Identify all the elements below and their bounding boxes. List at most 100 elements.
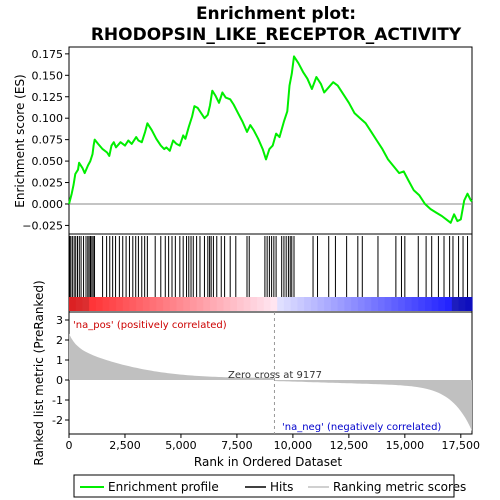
rank-bar-segment <box>304 297 312 311</box>
rank-bar-segment <box>142 297 151 311</box>
rank-bar-segment <box>230 297 238 311</box>
rank-bar-segment <box>458 297 466 311</box>
chart-title-line-1: Enrichment plot: <box>196 4 356 24</box>
rank-bar-segment <box>310 297 319 311</box>
rank-bar-segment <box>317 297 325 311</box>
rank-bar-segment <box>102 297 110 311</box>
es-tick-label: 0.025 <box>32 177 64 190</box>
rank-bar-segment <box>109 297 117 311</box>
es-tick-label: 0.125 <box>32 91 64 104</box>
x-tick-label: 15,000 <box>386 439 425 452</box>
rank-bar-segment <box>438 297 446 311</box>
rank-bar-segment <box>398 297 406 311</box>
x-tick-label: 7,500 <box>221 439 253 452</box>
rank-bar-segment <box>330 297 339 311</box>
rank-bar-segment <box>391 297 399 311</box>
es-y-axis-label: Enrichment score (ES) <box>13 74 27 207</box>
es-tick-label: 0.175 <box>32 48 64 61</box>
metric-tick-label: -2 <box>52 414 63 427</box>
metric-tick-label: 1 <box>56 354 63 367</box>
metric-tick-label: 2 <box>56 334 63 347</box>
rank-bar-segment <box>183 297 191 311</box>
rank-bar-segment <box>136 297 144 311</box>
rank-bar-segment <box>344 297 352 311</box>
rank-bar-segment <box>277 297 285 311</box>
rank-bar-segment <box>203 297 211 311</box>
es-tick-label: 0.100 <box>32 112 64 125</box>
rank-color-bar <box>69 297 473 311</box>
rank-bar-segment <box>257 297 265 311</box>
metric-tick-label: -1 <box>52 394 63 407</box>
rank-bar-segment <box>290 297 298 311</box>
es-tick-label: 0.150 <box>32 69 64 82</box>
es-tick-label: 0.050 <box>32 155 64 168</box>
chart-title-line-2: RHODOPSIN_LIKE_RECEPTOR_ACTIVITY <box>91 25 462 45</box>
es-tick-label: 0.075 <box>32 134 64 147</box>
rank-bar-segment <box>82 297 90 311</box>
legend-label-hits: Hits <box>270 480 293 494</box>
rank-bar-segment <box>236 297 245 311</box>
rank-bar-segment <box>223 297 231 311</box>
rank-bar-segment <box>297 297 305 311</box>
rank-bar-segment <box>89 297 97 311</box>
rank-bar-segment <box>189 297 198 311</box>
es-tick-label: −0.025 <box>22 219 63 232</box>
rank-bar-segment <box>364 297 372 311</box>
x-tick-label: 12,500 <box>330 439 369 452</box>
es-y-axis: −0.025 0.000 0.025 0.050 0.075 0.100 0.125 0.15… <box>22 48 69 232</box>
x-tick-label: 5,000 <box>165 439 197 452</box>
rank-bar-segment <box>445 297 453 311</box>
x-axis: 0 2,500 5,000 7,500 10,000 12,500 15,000 17,500 <box>66 434 481 452</box>
rank-bar-segment <box>371 297 379 311</box>
rank-bar-segment <box>243 297 251 311</box>
rank-bar-segment <box>465 297 473 311</box>
rank-bar-segment <box>176 297 184 311</box>
legend-label-enrichment: Enrichment profile <box>108 480 219 494</box>
x-tick-label: 17,500 <box>442 439 481 452</box>
rank-bar-segment <box>163 297 171 311</box>
rank-bar-segment <box>69 297 77 311</box>
es-tick-label: 0.000 <box>32 198 64 211</box>
rank-bar-segment <box>250 297 258 311</box>
rank-bar-segment <box>95 297 104 311</box>
zero-cross-label: Zero cross at 9177 <box>228 370 322 381</box>
rank-bar-segment <box>129 297 137 311</box>
rank-bar-segment <box>75 297 84 311</box>
enrichment-profile-series <box>68 55 473 224</box>
rank-bar-segment <box>116 297 124 311</box>
ranking-metric-fill <box>69 333 472 431</box>
rank-bar-segment <box>216 297 225 311</box>
rank-bar-segment <box>210 297 218 311</box>
rank-bar-segment <box>337 297 345 311</box>
metric-tick-label: 3 <box>56 314 63 327</box>
rank-bar-segment <box>122 297 131 311</box>
x-tick-label: 0 <box>66 439 73 452</box>
metric-tick-label: 0 <box>56 374 63 387</box>
rank-bar-segment <box>263 297 272 311</box>
positive-correlation-label: 'na_pos' (positively correlated) <box>73 320 227 331</box>
hit-markers <box>69 236 469 297</box>
metric-y-axis: -2 -1 0 1 2 3 <box>52 314 69 427</box>
es-panel <box>68 46 473 235</box>
rank-bar-segment <box>270 297 278 311</box>
rank-bar-segment <box>377 297 386 311</box>
rank-bar-segment <box>351 297 359 311</box>
rank-bar-segment <box>357 297 366 311</box>
rank-bar-segment <box>196 297 204 311</box>
rank-bar-segment <box>418 297 426 311</box>
x-tick-label: 10,000 <box>274 439 313 452</box>
legend-box <box>73 474 455 498</box>
rank-bar-segment <box>424 297 433 311</box>
legend-label-ranking: Ranking metric scores <box>333 480 466 494</box>
x-tick-label: 2,500 <box>109 439 141 452</box>
rank-bar-segment <box>149 297 157 311</box>
rank-bar-segment <box>411 297 419 311</box>
rank-bar-segment <box>404 297 413 311</box>
rank-bar-segment <box>431 297 440 311</box>
rank-bar-segment <box>156 297 164 311</box>
enrichment-profile-line <box>68 55 473 224</box>
rank-bar-segment <box>169 297 178 311</box>
rank-bar-segment <box>283 297 292 311</box>
rank-bar-segment <box>384 297 392 311</box>
rank-bar-segment <box>324 297 332 311</box>
